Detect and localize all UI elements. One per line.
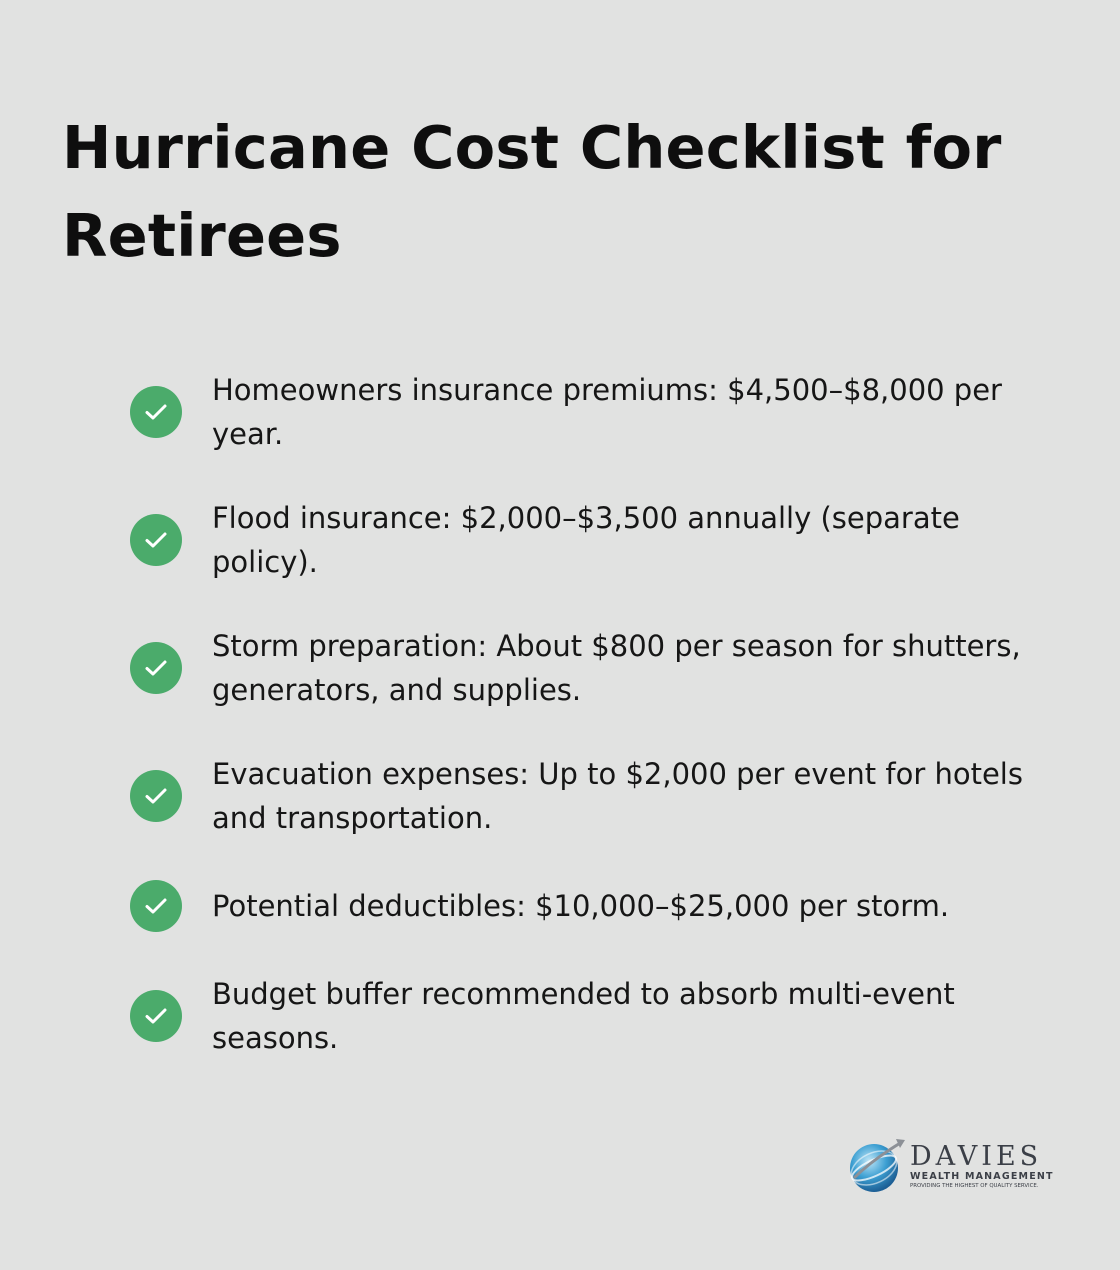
logo-subtitle: WEALTH MANAGEMENT bbox=[910, 1171, 1054, 1182]
checklist-item-text: Potential deductibles: $10,000–$25,000 p… bbox=[212, 889, 950, 923]
checklist-item-text: Storm preparation: About $800 per season… bbox=[212, 629, 1021, 707]
page-title: Hurricane Cost Checklist for Retirees bbox=[62, 113, 1002, 270]
check-icon bbox=[130, 770, 182, 822]
checklist-item-text: Evacuation expenses: Up to $2,000 per ev… bbox=[212, 757, 1023, 835]
logo-name: DAVIES bbox=[910, 1141, 1043, 1172]
checklist-item-text: Homeowners insurance premiums: $4,500–$8… bbox=[212, 373, 1002, 451]
check-icon bbox=[130, 880, 182, 932]
logo-tagline: PROVIDING THE HIGHEST OF QUALITY SERVICE… bbox=[910, 1183, 1039, 1189]
check-icon bbox=[130, 514, 182, 566]
globe-icon bbox=[850, 1139, 905, 1192]
check-icon bbox=[130, 386, 182, 438]
checklist-item-text: Flood insurance: $2,000–$3,500 annually … bbox=[212, 501, 960, 579]
check-icon bbox=[130, 990, 182, 1042]
company-logo: DAVIES WEALTH MANAGEMENT PROVIDING THE H… bbox=[846, 1136, 1056, 1196]
checklist-item-text: Budget buffer recommended to absorb mult… bbox=[212, 977, 955, 1055]
check-icon bbox=[130, 642, 182, 694]
